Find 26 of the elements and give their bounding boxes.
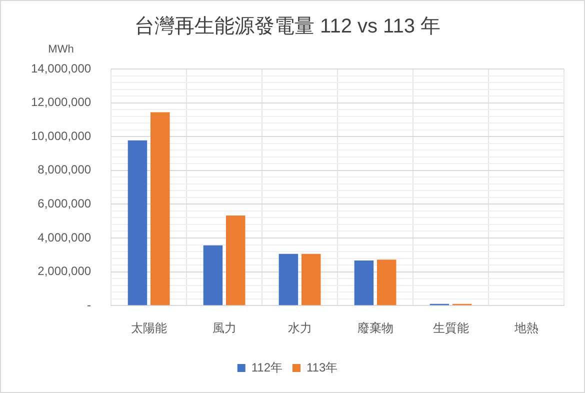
- bar: [226, 216, 246, 306]
- x-tick-label: 水力: [288, 321, 312, 336]
- x-tick-label: 太陽能: [130, 321, 167, 336]
- x-tick-label: 生質能: [432, 321, 469, 336]
- y-tick-label: -: [87, 298, 92, 312]
- chart-title: 台灣再生能源發電量 112 vs 113 年: [134, 16, 440, 38]
- x-tick-label: 風力: [212, 321, 236, 336]
- bar: [354, 260, 374, 306]
- bar: [278, 254, 298, 306]
- bar: [203, 245, 223, 306]
- bar: [150, 112, 170, 306]
- y-tick-label: 4,000,000: [38, 230, 92, 244]
- y-axis-title: MWh: [48, 44, 74, 56]
- x-tick-label: 廢棄物: [357, 321, 394, 336]
- legend-label: 113年: [306, 360, 338, 374]
- y-tick-label: 10,000,000: [30, 128, 92, 143]
- y-tick-label: 14,000,000: [30, 61, 92, 76]
- y-tick-label: 8,000,000: [38, 162, 92, 177]
- bar: [376, 260, 396, 306]
- y-tick-label: 12,000,000: [30, 95, 92, 110]
- y-tick-label: 6,000,000: [38, 196, 92, 211]
- x-tick-label: 地熱: [513, 321, 538, 336]
- y-tick-label: 2,000,000: [38, 264, 92, 278]
- bar: [128, 140, 148, 306]
- legend-label: 112年: [251, 360, 283, 374]
- bar: [301, 254, 321, 306]
